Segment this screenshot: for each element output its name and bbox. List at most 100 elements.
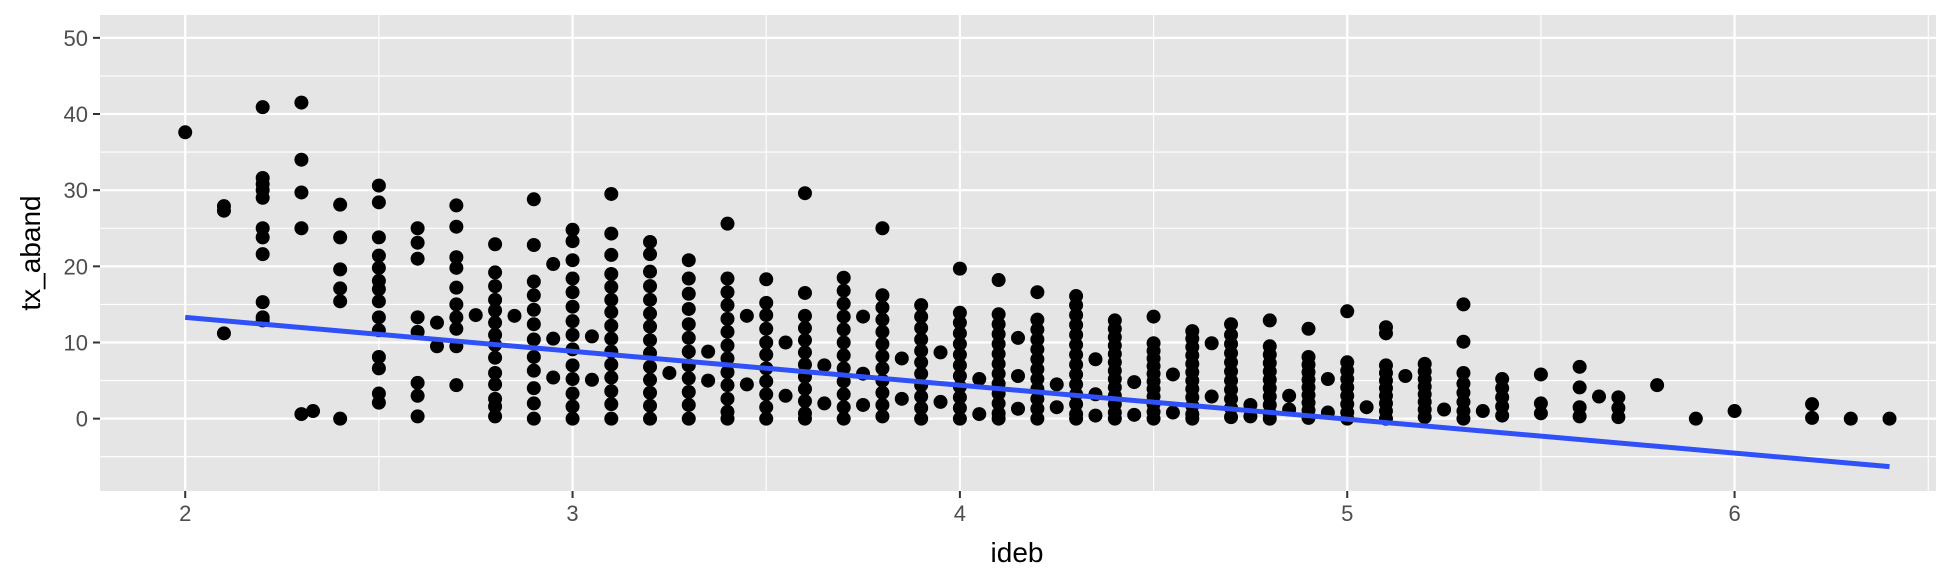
data-point — [643, 306, 658, 321]
data-point — [1495, 408, 1510, 423]
data-point — [294, 221, 309, 236]
data-point — [565, 386, 580, 401]
y-tick-label: 10 — [64, 330, 88, 355]
data-point — [488, 292, 503, 307]
data-point — [1882, 411, 1897, 426]
data-point — [410, 310, 425, 325]
data-point — [643, 234, 658, 249]
data-point — [565, 299, 580, 314]
data-point — [1533, 396, 1548, 411]
data-point — [565, 222, 580, 237]
data-point — [1805, 410, 1820, 425]
data-point — [1165, 367, 1180, 382]
data-point — [410, 235, 425, 250]
data-point — [952, 358, 967, 373]
data-point — [488, 409, 503, 424]
data-point — [797, 411, 812, 426]
data-point — [952, 305, 967, 320]
data-point — [836, 283, 851, 298]
data-point — [1030, 342, 1045, 357]
data-point — [797, 394, 812, 409]
data-point — [720, 338, 735, 353]
data-point — [875, 361, 890, 376]
data-point — [701, 344, 716, 359]
data-point — [526, 288, 541, 303]
data-point — [836, 361, 851, 376]
data-point — [1224, 317, 1239, 332]
data-point — [720, 298, 735, 313]
data-point — [797, 333, 812, 348]
data-point — [933, 394, 948, 409]
data-point — [681, 384, 696, 399]
data-point — [836, 309, 851, 324]
data-point — [914, 400, 929, 415]
data-point — [584, 372, 599, 387]
data-point — [914, 411, 929, 426]
data-point — [468, 308, 483, 323]
data-point — [681, 344, 696, 359]
data-point — [914, 298, 929, 313]
data-point — [914, 332, 929, 347]
data-point — [797, 345, 812, 360]
data-point — [488, 327, 503, 342]
data-point — [1030, 332, 1045, 347]
data-point — [1069, 298, 1084, 313]
data-point — [759, 374, 774, 389]
data-point — [720, 365, 735, 380]
data-point — [1049, 377, 1064, 392]
data-point — [952, 337, 967, 352]
data-point — [1146, 411, 1161, 426]
data-point — [565, 271, 580, 286]
data-point — [836, 387, 851, 402]
data-point — [643, 333, 658, 348]
data-point — [294, 95, 309, 110]
data-point — [933, 345, 948, 360]
data-point — [681, 301, 696, 316]
data-point — [875, 221, 890, 236]
y-tick-label: 40 — [64, 102, 88, 127]
data-point — [604, 292, 619, 307]
data-point — [507, 308, 522, 323]
data-points — [178, 95, 1897, 426]
y-tick-label: 20 — [64, 254, 88, 279]
data-point — [178, 125, 193, 140]
data-point — [1185, 411, 1200, 426]
data-point — [449, 310, 464, 325]
data-point — [294, 185, 309, 200]
data-point — [371, 195, 386, 210]
data-point — [836, 411, 851, 426]
data-point — [1592, 389, 1607, 404]
data-point — [856, 397, 871, 412]
data-point — [836, 400, 851, 415]
data-point — [294, 152, 309, 167]
data-point — [449, 260, 464, 275]
data-point — [294, 407, 309, 422]
data-point — [1127, 407, 1142, 422]
data-point — [836, 270, 851, 285]
data-point — [255, 100, 270, 115]
data-point — [991, 317, 1006, 332]
data-point — [410, 251, 425, 266]
data-point — [914, 321, 929, 336]
data-point — [429, 339, 444, 354]
data-point — [681, 330, 696, 345]
data-point — [720, 324, 735, 339]
data-point — [565, 411, 580, 426]
data-point — [1146, 309, 1161, 324]
data-point — [797, 285, 812, 300]
data-point — [875, 349, 890, 364]
y-axis-title: tx_aband — [15, 195, 46, 310]
data-point — [836, 322, 851, 337]
data-point — [875, 300, 890, 315]
data-point — [1417, 410, 1432, 425]
x-tick-label: 5 — [1341, 501, 1353, 526]
data-point — [1650, 378, 1665, 393]
data-point — [216, 203, 231, 218]
data-point — [604, 331, 619, 346]
data-point — [1456, 411, 1471, 426]
data-point — [643, 398, 658, 413]
data-point — [952, 411, 967, 426]
data-point — [778, 335, 793, 350]
data-point — [546, 370, 561, 385]
